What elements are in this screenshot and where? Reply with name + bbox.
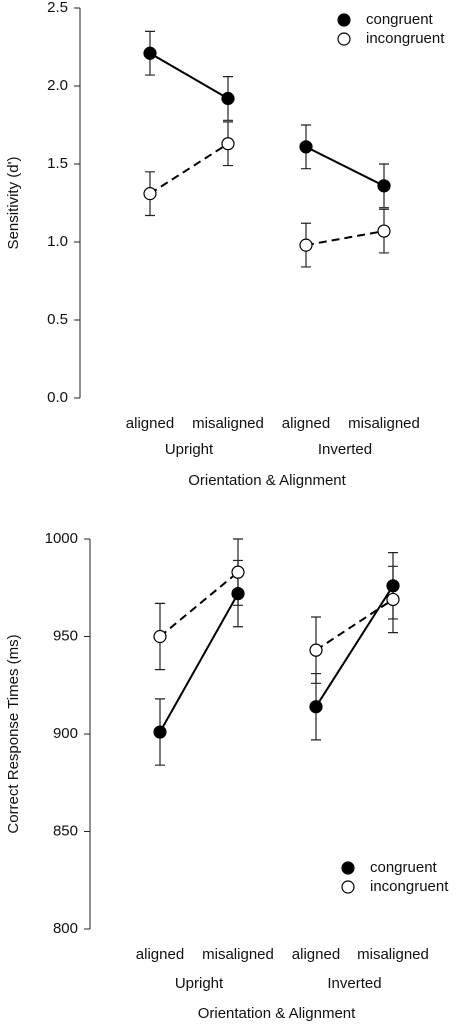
marker <box>386 592 400 607</box>
legend-label: congruent <box>370 859 438 876</box>
legend-label: congruent <box>366 11 434 28</box>
marker <box>377 179 391 193</box>
legend-marker <box>341 880 355 894</box>
marker <box>377 224 391 238</box>
marker <box>221 91 235 106</box>
y-tick-label: 2.5 <box>47 0 68 16</box>
y-tick-label: 0.5 <box>47 311 68 328</box>
marker <box>143 46 157 60</box>
x-tick-label: misaligned <box>192 415 264 432</box>
legend-marker <box>341 861 355 875</box>
y-tick-label: 900 <box>53 725 78 742</box>
group-label: Inverted <box>327 975 381 992</box>
legend-label: incongruent <box>370 878 449 895</box>
y-axis-label: Correct Response Times (ms) <box>5 634 22 833</box>
series-line <box>315 598 394 651</box>
marker <box>299 140 313 154</box>
y-tick-label: 1000 <box>45 530 78 547</box>
marker <box>153 725 167 739</box>
x-tick-label: aligned <box>292 946 340 963</box>
marker <box>143 187 157 201</box>
x-tick-label: aligned <box>282 415 330 432</box>
series-line <box>305 230 385 247</box>
legend-marker <box>337 32 351 46</box>
marker <box>309 643 323 657</box>
group-label: Upright <box>175 975 224 992</box>
y-tick-label: 1.5 <box>47 155 68 172</box>
series-line <box>305 145 385 187</box>
legend-marker <box>337 13 351 27</box>
y-tick-label: 950 <box>53 627 78 644</box>
x-tick-label: misaligned <box>357 946 429 963</box>
marker <box>386 579 400 593</box>
y-tick-label: 850 <box>53 822 78 839</box>
y-tick-label: 0.0 <box>47 389 68 406</box>
marker <box>231 565 245 579</box>
x-tick-label: aligned <box>126 415 174 432</box>
x-axis-label: Orientation & Alignment <box>198 1005 356 1022</box>
x-tick-label: misaligned <box>348 415 420 432</box>
y-tick-label: 1.0 <box>47 233 68 250</box>
marker <box>231 586 245 601</box>
marker <box>153 629 167 644</box>
group-label: Upright <box>165 441 214 458</box>
series-line <box>159 593 239 733</box>
x-axis-label: Orientation & Alignment <box>188 472 346 489</box>
y-tick-label: 2.0 <box>47 77 68 94</box>
marker <box>309 700 323 714</box>
x-tick-label: misaligned <box>202 946 274 963</box>
y-tick-label: 800 <box>53 920 78 937</box>
marker <box>221 137 235 151</box>
group-label: Inverted <box>318 441 372 458</box>
legend-label: incongruent <box>366 30 445 47</box>
series-line <box>315 585 394 708</box>
series-line <box>159 571 239 638</box>
x-tick-label: aligned <box>136 946 184 963</box>
marker <box>299 238 313 252</box>
series-line <box>149 52 229 100</box>
series-line <box>149 142 229 195</box>
y-axis-label: Sensitivity (d') <box>5 157 22 250</box>
